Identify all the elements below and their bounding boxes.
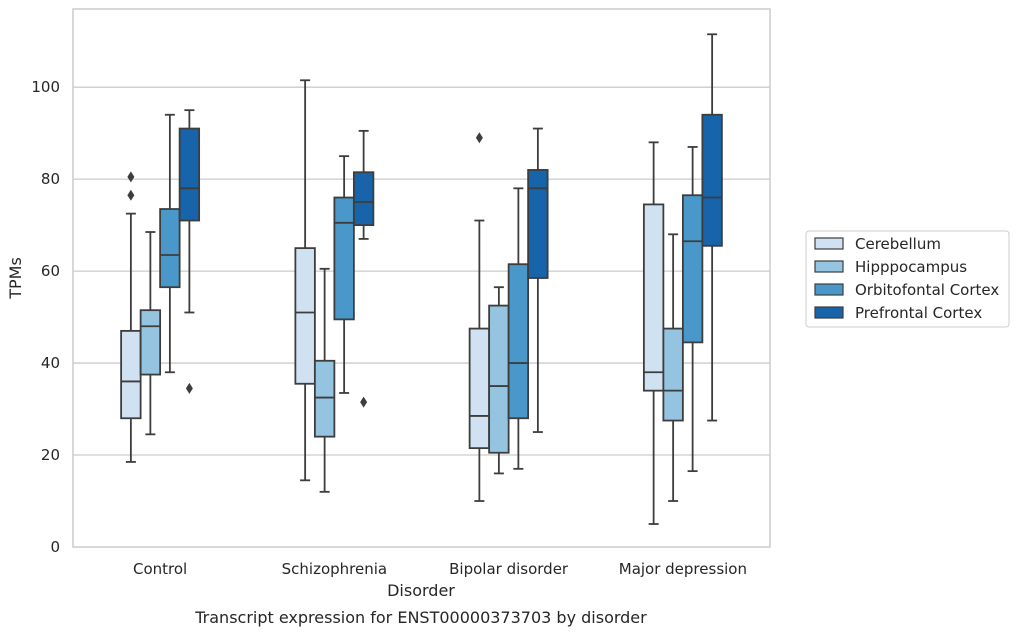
- box-iqr: [662, 327, 684, 422]
- box-iqr: [488, 304, 510, 454]
- box-orbitofontal-cortex: [159, 113, 181, 374]
- box-iqr: [139, 309, 162, 376]
- box-cerebellum: [294, 79, 316, 482]
- box-prefrontal-cortex: [352, 129, 375, 408]
- box-iqr: [527, 169, 549, 279]
- box-iqr: [178, 127, 201, 222]
- box-hipppocampus: [313, 267, 336, 493]
- y-tick-label: 100: [31, 78, 60, 96]
- outlier-point: [185, 382, 193, 394]
- box-iqr: [681, 194, 704, 344]
- box-iqr: [120, 329, 142, 420]
- y-tick-label: 40: [41, 354, 60, 372]
- box-iqr: [333, 196, 355, 321]
- box-hipppocampus: [488, 286, 510, 475]
- outlier-point: [127, 171, 135, 183]
- legend-swatch: [814, 283, 844, 296]
- box-iqr: [642, 203, 665, 392]
- box-orbitofontal-cortex: [681, 146, 704, 473]
- legend-frame: [805, 230, 1010, 328]
- box-hipppocampus: [139, 231, 162, 436]
- box-iqr: [294, 247, 316, 385]
- axis-ticks: 0 20 40 60 80 100 Control Schizophrenia Bipolar …: [31, 78, 747, 578]
- box-iqr: [701, 113, 723, 247]
- legend-label: Cerebellum: [855, 235, 941, 253]
- x-tick-label: Major depression: [619, 560, 747, 578]
- box-iqr: [313, 359, 336, 438]
- chart-caption: Transcript expression for ENST0000037370…: [194, 608, 647, 627]
- x-tick-label: Control: [133, 560, 187, 578]
- legend-swatch: [814, 306, 844, 319]
- box-cerebellum: [120, 171, 142, 463]
- outlier-point: [475, 132, 483, 144]
- box-groups: [120, 33, 723, 525]
- box-hipppocampus: [662, 233, 684, 502]
- box-iqr: [159, 208, 181, 289]
- box-prefrontal-cortex: [178, 109, 201, 394]
- box-prefrontal-cortex: [701, 33, 723, 422]
- box-cerebellum: [468, 132, 491, 502]
- legend-items: Cerebellum Hipppocampus Orbitofontal Corte…: [814, 235, 999, 322]
- box-orbitofontal-cortex: [333, 155, 355, 394]
- outlier-point: [127, 189, 135, 201]
- y-tick-label: 80: [41, 170, 60, 188]
- legend: Cerebellum Hipppocampus Orbitofontal Corte…: [805, 230, 1010, 328]
- box-cerebellum: [642, 141, 665, 525]
- box-prefrontal-cortex: [527, 127, 549, 433]
- legend-label: Orbitofontal Cortex: [855, 281, 999, 299]
- x-axis-label: Disorder: [387, 581, 455, 600]
- legend-swatch: [814, 260, 844, 273]
- y-tick-label: 60: [41, 262, 60, 280]
- box-orbitofontal-cortex: [507, 187, 530, 470]
- box-iqr: [352, 171, 375, 227]
- legend-label: Hipppocampus: [855, 258, 967, 276]
- x-tick-label: Schizophrenia: [282, 560, 387, 578]
- legend-label: Prefrontal Cortex: [855, 304, 982, 322]
- box-iqr: [468, 327, 491, 450]
- outlier-point: [360, 396, 368, 408]
- box-iqr: [507, 263, 530, 420]
- y-axis-label: TPMs: [6, 257, 25, 300]
- plot-frame: [72, 8, 771, 548]
- legend-swatch: [814, 237, 844, 250]
- x-tick-label: Bipolar disorder: [449, 560, 569, 578]
- y-tick-label: 20: [41, 446, 60, 464]
- y-tick-label: 0: [50, 538, 60, 556]
